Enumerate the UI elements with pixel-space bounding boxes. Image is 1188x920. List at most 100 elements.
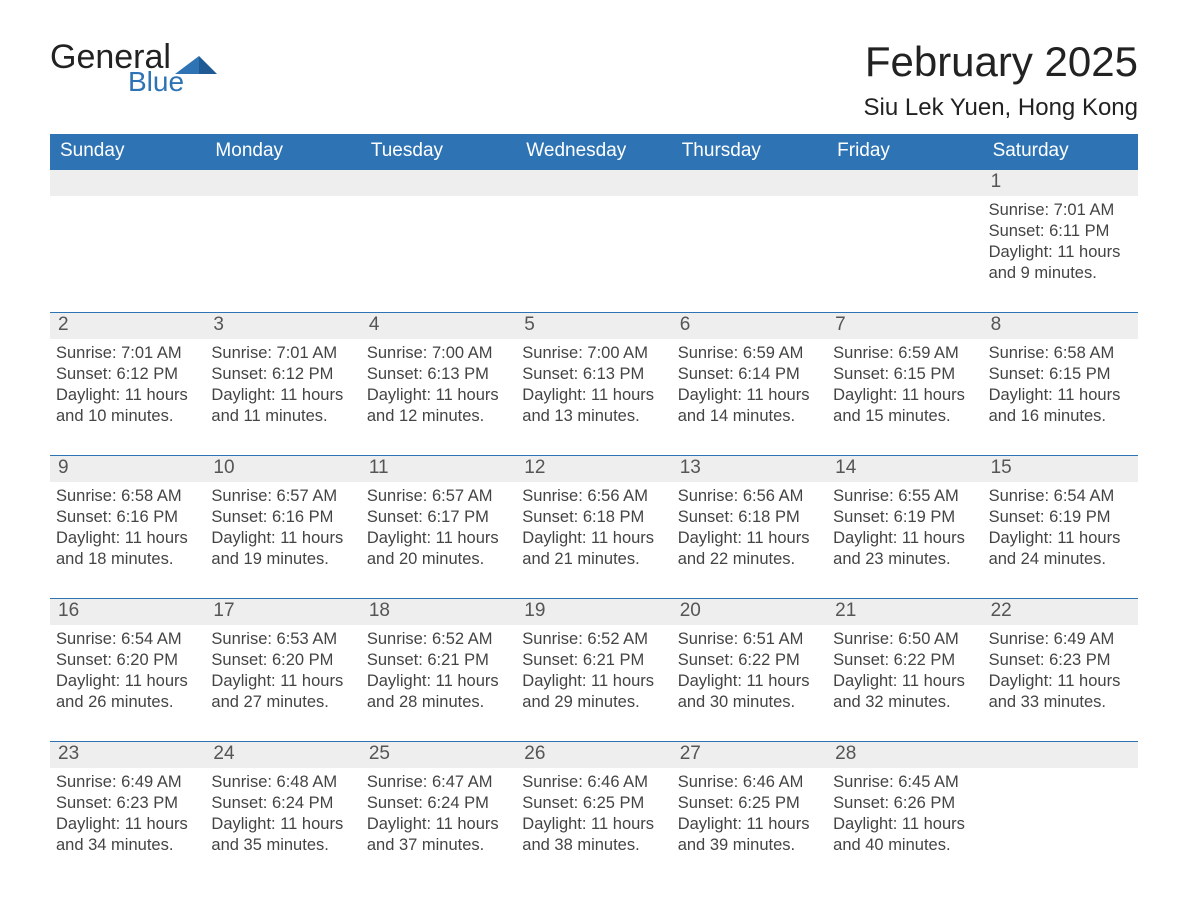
weekday-header: Saturday xyxy=(983,134,1138,170)
week-row: 16Sunrise: 6:54 AMSunset: 6:20 PMDayligh… xyxy=(50,598,1138,717)
daylight-line: Daylight: 11 hours and 19 minutes. xyxy=(211,528,352,570)
daylight-line: Daylight: 11 hours and 20 minutes. xyxy=(367,528,508,570)
day-details: Sunrise: 6:51 AMSunset: 6:22 PMDaylight:… xyxy=(672,629,819,713)
day-number: 26 xyxy=(516,742,671,768)
sunset-line: Sunset: 6:16 PM xyxy=(211,507,352,528)
daylight-line: Daylight: 11 hours and 39 minutes. xyxy=(678,814,819,856)
day-details: Sunrise: 6:54 AMSunset: 6:20 PMDaylight:… xyxy=(50,629,197,713)
day-cell: 18Sunrise: 6:52 AMSunset: 6:21 PMDayligh… xyxy=(361,599,516,717)
day-number: 22 xyxy=(983,599,1138,625)
sunset-line: Sunset: 6:19 PM xyxy=(989,507,1130,528)
daylight-line: Daylight: 11 hours and 33 minutes. xyxy=(989,671,1130,713)
day-number: 24 xyxy=(205,742,360,768)
sunrise-line: Sunrise: 6:56 AM xyxy=(678,486,819,507)
day-details: Sunrise: 6:49 AMSunset: 6:23 PMDaylight:… xyxy=(983,629,1130,713)
daylight-line: Daylight: 11 hours and 28 minutes. xyxy=(367,671,508,713)
day-details: Sunrise: 6:53 AMSunset: 6:20 PMDaylight:… xyxy=(205,629,352,713)
day-number: 1 xyxy=(983,170,1138,196)
daylight-line: Daylight: 11 hours and 12 minutes. xyxy=(367,385,508,427)
day-number: 3 xyxy=(205,313,360,339)
day-details: Sunrise: 6:46 AMSunset: 6:25 PMDaylight:… xyxy=(672,772,819,856)
day-number: 28 xyxy=(827,742,982,768)
day-cell: 16Sunrise: 6:54 AMSunset: 6:20 PMDayligh… xyxy=(50,599,205,717)
sunrise-line: Sunrise: 6:52 AM xyxy=(522,629,663,650)
day-details: Sunrise: 6:55 AMSunset: 6:19 PMDaylight:… xyxy=(827,486,974,570)
sunrise-line: Sunrise: 6:57 AM xyxy=(211,486,352,507)
sunset-line: Sunset: 6:16 PM xyxy=(56,507,197,528)
sunrise-line: Sunrise: 6:49 AM xyxy=(989,629,1130,650)
day-details: Sunrise: 6:52 AMSunset: 6:21 PMDaylight:… xyxy=(516,629,663,713)
sunset-line: Sunset: 6:20 PM xyxy=(56,650,197,671)
day-cell xyxy=(361,170,516,288)
sunrise-line: Sunrise: 6:53 AM xyxy=(211,629,352,650)
day-cell xyxy=(205,170,360,288)
sunrise-line: Sunrise: 6:52 AM xyxy=(367,629,508,650)
daylight-line: Daylight: 11 hours and 13 minutes. xyxy=(522,385,663,427)
day-details: Sunrise: 6:56 AMSunset: 6:18 PMDaylight:… xyxy=(516,486,663,570)
sunset-line: Sunset: 6:21 PM xyxy=(522,650,663,671)
day-number: 13 xyxy=(672,456,827,482)
daylight-line: Daylight: 11 hours and 40 minutes. xyxy=(833,814,974,856)
day-cell: 7Sunrise: 6:59 AMSunset: 6:15 PMDaylight… xyxy=(827,313,982,431)
sunrise-line: Sunrise: 6:58 AM xyxy=(56,486,197,507)
sunrise-line: Sunrise: 6:59 AM xyxy=(833,343,974,364)
day-cell: 14Sunrise: 6:55 AMSunset: 6:19 PMDayligh… xyxy=(827,456,982,574)
day-cell: 3Sunrise: 7:01 AMSunset: 6:12 PMDaylight… xyxy=(205,313,360,431)
day-number: 5 xyxy=(516,313,671,339)
sunset-line: Sunset: 6:21 PM xyxy=(367,650,508,671)
sunset-line: Sunset: 6:14 PM xyxy=(678,364,819,385)
day-cell: 15 Sunrise: 6:54 AMSunset: 6:19 PMDayligh… xyxy=(983,456,1138,574)
sunset-line: Sunset: 6:15 PM xyxy=(989,364,1130,385)
day-details: Sunrise: 6:52 AMSunset: 6:21 PMDaylight:… xyxy=(361,629,508,713)
day-cell xyxy=(516,170,671,288)
day-number: 12 xyxy=(516,456,671,482)
day-details: Sunrise: 6:48 AMSunset: 6:24 PMDaylight:… xyxy=(205,772,352,856)
day-number-empty xyxy=(827,170,982,196)
title-block: February 2025 Siu Lek Yuen, Hong Kong xyxy=(864,40,1138,122)
daylight-line: Daylight: 11 hours and 24 minutes. xyxy=(989,528,1130,570)
sunset-line: Sunset: 6:23 PM xyxy=(56,793,197,814)
day-details: Sunrise: 6:59 AMSunset: 6:14 PMDaylight:… xyxy=(672,343,819,427)
sunrise-line: Sunrise: 7:00 AM xyxy=(367,343,508,364)
day-number-empty xyxy=(983,742,1138,768)
day-cell xyxy=(827,170,982,288)
sunrise-line: Sunrise: 6:47 AM xyxy=(367,772,508,793)
day-cell: 17Sunrise: 6:53 AMSunset: 6:20 PMDayligh… xyxy=(205,599,360,717)
day-details: Sunrise: 7:00 AMSunset: 6:13 PMDaylight:… xyxy=(361,343,508,427)
day-details: Sunrise: 6:58 AMSunset: 6:15 PMDaylight:… xyxy=(983,343,1130,427)
day-cell: 28Sunrise: 6:45 AMSunset: 6:26 PMDayligh… xyxy=(827,742,982,860)
sunset-line: Sunset: 6:24 PM xyxy=(211,793,352,814)
sunset-line: Sunset: 6:24 PM xyxy=(367,793,508,814)
day-number-empty xyxy=(205,170,360,196)
daylight-line: Daylight: 11 hours and 35 minutes. xyxy=(211,814,352,856)
sunrise-line: Sunrise: 6:48 AM xyxy=(211,772,352,793)
day-number: 10 xyxy=(205,456,360,482)
day-number: 2 xyxy=(50,313,205,339)
sunrise-line: Sunrise: 6:50 AM xyxy=(833,629,974,650)
day-number: 4 xyxy=(361,313,516,339)
daylight-line: Daylight: 11 hours and 37 minutes. xyxy=(367,814,508,856)
sunrise-line: Sunrise: 6:57 AM xyxy=(367,486,508,507)
day-number: 9 xyxy=(50,456,205,482)
day-number: 11 xyxy=(361,456,516,482)
weekday-header-row: SundayMondayTuesdayWednesdayThursdayFrid… xyxy=(50,134,1138,170)
day-number: 15 xyxy=(983,456,1138,482)
daylight-line: Daylight: 11 hours and 21 minutes. xyxy=(522,528,663,570)
day-details: Sunrise: 6:50 AMSunset: 6:22 PMDaylight:… xyxy=(827,629,974,713)
day-details: Sunrise: 7:00 AMSunset: 6:13 PMDaylight:… xyxy=(516,343,663,427)
week-row: 2Sunrise: 7:01 AMSunset: 6:12 PMDaylight… xyxy=(50,312,1138,431)
day-cell: 13 Sunrise: 6:56 AMSunset: 6:18 PMDayligh… xyxy=(672,456,827,574)
day-number-empty xyxy=(672,170,827,196)
daylight-line: Daylight: 11 hours and 34 minutes. xyxy=(56,814,197,856)
week-row: 9Sunrise: 6:58 AMSunset: 6:16 PMDaylight… xyxy=(50,455,1138,574)
sunrise-line: Sunrise: 6:55 AM xyxy=(833,486,974,507)
day-details: Sunrise: 6:54 AMSunset: 6:19 PMDaylight:… xyxy=(983,486,1130,570)
daylight-line: Daylight: 11 hours and 18 minutes. xyxy=(56,528,197,570)
day-details: Sunrise: 6:56 AMSunset: 6:18 PMDaylight:… xyxy=(672,486,819,570)
sunrise-line: Sunrise: 7:01 AM xyxy=(989,200,1130,221)
daylight-line: Daylight: 11 hours and 29 minutes. xyxy=(522,671,663,713)
weekday-header: Sunday xyxy=(50,134,205,170)
sunrise-line: Sunrise: 6:46 AM xyxy=(522,772,663,793)
sunset-line: Sunset: 6:23 PM xyxy=(989,650,1130,671)
sunset-line: Sunset: 6:12 PM xyxy=(211,364,352,385)
